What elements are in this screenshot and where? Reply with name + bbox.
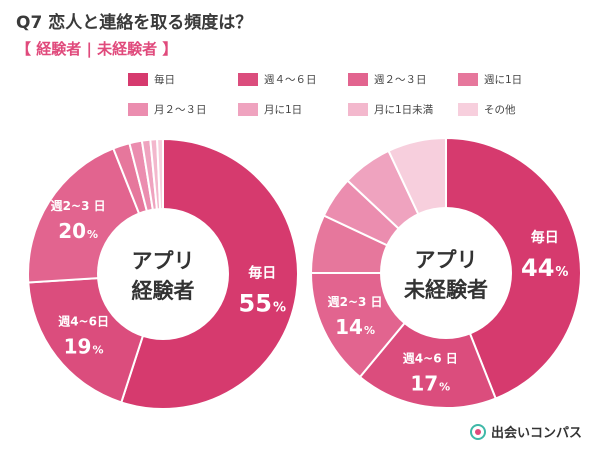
legend-item: 月に1日	[238, 102, 302, 117]
question-text: 恋人と連絡を取る頻度は？	[48, 13, 253, 33]
donut-hole	[97, 208, 229, 340]
legend-swatch	[128, 73, 148, 86]
legend-label: 月に1日	[264, 104, 303, 116]
slice-name-label: 毎日	[248, 265, 276, 282]
slice-name-label: 週4~6日	[58, 314, 109, 329]
slice-name-label: 週2~3 日	[328, 294, 383, 309]
slice-unit: %	[555, 265, 568, 280]
slice-value-label: 17%	[410, 371, 450, 395]
legend-label: 月に1日未満	[374, 104, 434, 116]
legend-swatch	[238, 103, 258, 116]
chart-subtitle: 【 経験者 | 未経験者 】	[16, 40, 178, 58]
compass-icon	[470, 423, 486, 440]
center-label: 経験者	[132, 279, 195, 303]
slice-value-label: 19%	[64, 335, 104, 359]
legend-swatch	[128, 103, 148, 116]
slice-value: 14	[335, 315, 363, 339]
slice-name-label: 週2~3 日	[51, 198, 106, 213]
slice-unit: %	[92, 344, 103, 357]
legend-swatch	[348, 103, 368, 116]
legend-item: 週に1日	[458, 72, 522, 87]
brand-logo: 出会いコンパス	[470, 422, 582, 441]
slice-unit: %	[364, 324, 375, 337]
legend-label: 月２〜３日	[154, 104, 207, 116]
slice-value: 20	[58, 219, 86, 243]
legend: 毎日 週４〜６日 週２〜３日 週に1日月２〜３日 月に1日 月に1日未満 その他	[128, 72, 568, 122]
brand-name: 出会いコンパス	[491, 426, 583, 441]
legend-label: その他	[484, 104, 516, 116]
legend-label: 週２〜３日	[374, 74, 427, 86]
slice-value: 17	[410, 371, 438, 395]
legend-item: 毎日	[128, 72, 175, 87]
legend-label: 週に1日	[484, 74, 523, 86]
slice-value-label: 14%	[335, 315, 375, 339]
legend-item: 週４〜６日	[238, 72, 317, 87]
pie-slice	[445, 136, 582, 400]
slice-unit: %	[87, 228, 98, 241]
legend-swatch	[458, 103, 478, 116]
slice-value: 55	[239, 290, 272, 318]
slice-value-label: 55%	[239, 290, 286, 318]
slice-value-label: 44%	[521, 254, 568, 282]
slice-value: 44	[521, 254, 554, 282]
legend-item: 週２〜３日	[348, 72, 427, 87]
slice-name-label: 毎日	[531, 229, 559, 246]
legend-item: 月に1日未満	[348, 102, 433, 117]
legend-label: 週４〜６日	[264, 74, 317, 86]
legend-swatch	[238, 73, 258, 86]
center-label: アプリ	[415, 248, 478, 272]
legend-item: その他	[458, 102, 516, 117]
slice-unit: %	[273, 301, 286, 316]
slice-value-label: 20%	[58, 219, 98, 243]
slice-value: 19	[64, 335, 92, 359]
chart-title: Q7 恋人と連絡を取る頻度は？	[16, 8, 252, 33]
question-number: Q7	[16, 13, 43, 33]
pie-slice	[358, 271, 497, 409]
legend-label: 毎日	[154, 74, 175, 86]
center-label: 未経験者	[404, 278, 488, 302]
slice-name-label: 週4~6 日	[403, 350, 458, 365]
donut-hole	[380, 207, 512, 339]
slice-unit: %	[439, 380, 450, 393]
legend-swatch	[348, 73, 368, 86]
legend-swatch	[458, 73, 478, 86]
legend-item: 月２〜３日	[128, 102, 207, 117]
center-label: アプリ	[132, 249, 195, 273]
